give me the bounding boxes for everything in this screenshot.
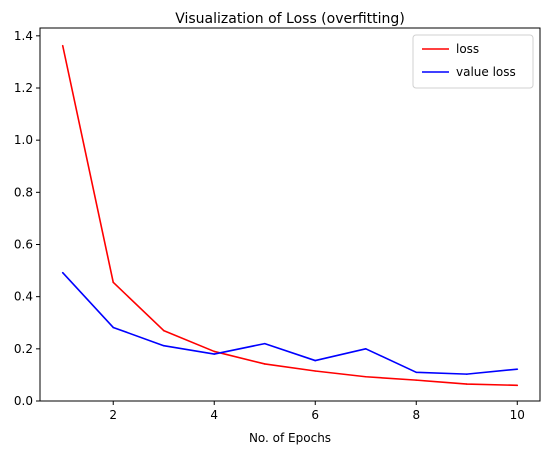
legend: loss value loss (412, 34, 534, 89)
data-point-value-loss (162, 344, 165, 347)
x-tick-label: 10 (510, 408, 525, 422)
data-point-loss (415, 379, 418, 381)
x-tick-label: 6 (311, 408, 319, 422)
data-point-value-loss (465, 373, 468, 375)
x-tick-label: 2 (109, 408, 117, 422)
plot-frame (39, 27, 541, 402)
data-point-loss (465, 383, 468, 385)
data-point-loss (112, 281, 115, 284)
data-point-value-loss (415, 371, 418, 374)
chart-title: Visualization of Loss (overfitting) (175, 11, 405, 27)
series-line-loss (61, 45, 518, 387)
y-tick-label: 1.2 (14, 81, 33, 95)
y-tick-label: 0.6 (14, 237, 33, 251)
x-tick-label: 4 (210, 408, 218, 422)
data-point-loss (162, 329, 165, 332)
data-point-value-loss (263, 342, 266, 345)
series-line-value-loss (62, 272, 518, 375)
data-point-loss (61, 44, 64, 47)
y-tick-label: 1.4 (14, 29, 33, 43)
y-tick-label: 0.4 (14, 290, 33, 304)
x-tick-label: 8 (412, 408, 420, 422)
y-tick-label: 0.0 (14, 394, 33, 408)
legend-label-value-loss: value loss (456, 65, 516, 79)
data-point-value-loss (213, 353, 216, 355)
data-point-value-loss (61, 271, 64, 274)
y-tick-label: 0.8 (14, 185, 33, 199)
data-point-loss (516, 384, 519, 387)
data-point-value-loss (314, 359, 317, 362)
data-point-loss (213, 350, 216, 353)
data-point-loss (364, 375, 367, 378)
series-lines (61, 44, 519, 387)
y-tick-label: 0.2 (14, 342, 33, 356)
x-axis-label: No. of Epochs (249, 431, 331, 445)
data-point-loss (263, 363, 266, 365)
x-axis-ticks: 2 4 6 8 10 (109, 401, 525, 422)
plot-area: 2 4 6 8 10 0.0 0.2 0.4 0.6 0.8 1.0 1.2 1.4 (14, 27, 541, 422)
data-point-value-loss (112, 326, 115, 329)
data-point-loss (314, 370, 317, 372)
data-point-value-loss (516, 368, 519, 370)
legend-label-loss: loss (456, 42, 479, 56)
y-axis-ticks: 0.0 0.2 0.4 0.6 0.8 1.0 1.2 1.4 (14, 29, 40, 408)
data-point-value-loss (364, 348, 367, 350)
y-tick-label: 1.0 (14, 133, 33, 147)
